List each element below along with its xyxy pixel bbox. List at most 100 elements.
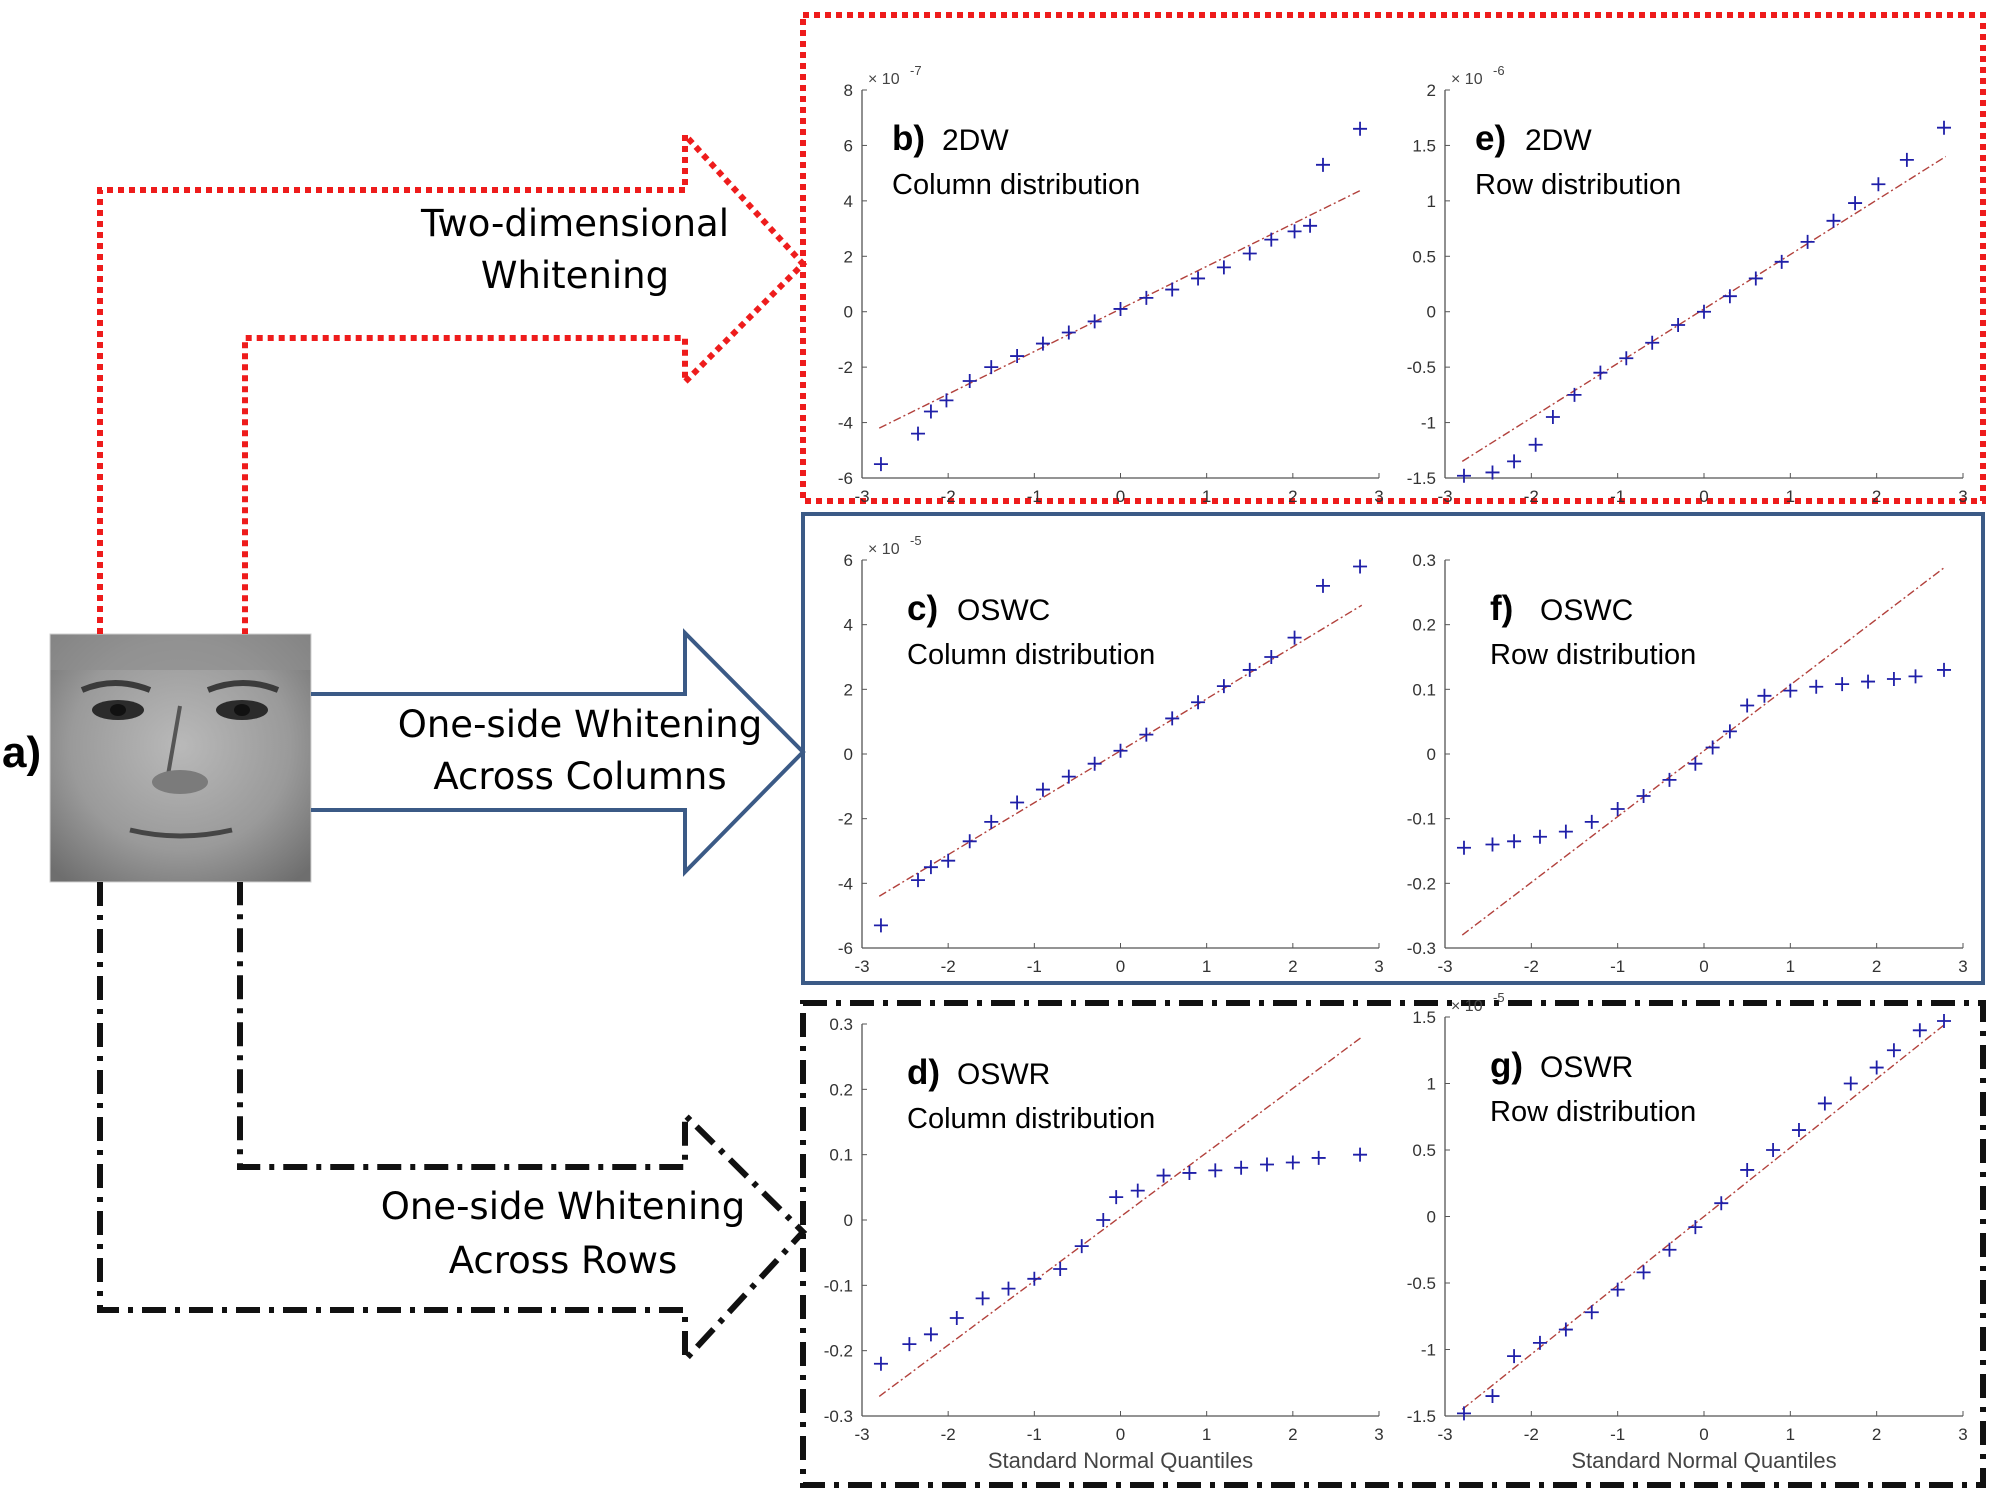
chart-c-exponent-power: -5: [910, 533, 922, 548]
chart-d-ytick-label: 0.3: [829, 1015, 853, 1034]
chart-f-ytick-label: 0.1: [1412, 680, 1436, 699]
face-image: [49, 633, 312, 883]
chart-b-data-point: [873, 457, 888, 472]
chart-f-xtick-label: 3: [1958, 957, 1967, 976]
chart-e-ytick-label: 1: [1427, 192, 1436, 211]
chart-c-data-point: [1264, 650, 1279, 664]
chart-f-xtick-label: -3: [1437, 957, 1452, 976]
chart-panel-e: -1.5 -1 -0.5 0 0.5 1 1.5 2 -3 -2 -1 0 1 2 3 × 10 -6 e) 2DW…: [1407, 63, 1968, 506]
chart-c-data-point: [1242, 662, 1257, 677]
chart-b-data-point: [1087, 314, 1102, 329]
chart-c-data-point: [1353, 559, 1368, 574]
chart-c-letter: c): [907, 589, 938, 628]
chart-d-data-point: [1096, 1213, 1111, 1227]
chart-f-data-point: [1908, 669, 1923, 684]
arrow-oswr-label-1: One-side Whitening: [381, 1185, 746, 1228]
chart-e-xtick-label: 1: [1786, 487, 1795, 506]
chart-f-data-point: [1456, 840, 1471, 855]
chart-d-data-point: [1130, 1183, 1145, 1198]
chart-e-xtick-label: -2: [1524, 487, 1539, 506]
chart-c-data-point: [941, 853, 956, 868]
chart-f-data-point: [1740, 698, 1755, 713]
chart-c-data-point: [1165, 711, 1180, 726]
chart-b-data-point: [1287, 224, 1302, 239]
chart-c-xtick-label: 2: [1288, 957, 1297, 976]
chart-c-ytick-label: -6: [838, 939, 853, 958]
chart-g-exponent: × 10: [1451, 998, 1483, 1015]
chart-c-data-point: [1191, 695, 1206, 710]
chart-g-xtick-label: 1: [1786, 1425, 1795, 1444]
chart-c-data-point: [1087, 756, 1102, 771]
chart-g-xtick-label: 2: [1872, 1425, 1881, 1444]
chart-e-data-point: [1567, 387, 1582, 402]
chart-f-data-point: [1809, 679, 1824, 694]
chart-e-xtick-label: 0: [1699, 487, 1708, 506]
chart-g-xtick-label: 3: [1958, 1425, 1967, 1444]
chart-d-ytick-label: 0.2: [829, 1080, 853, 1099]
chart-b-data-point: [1061, 325, 1076, 340]
chart-d-data-point: [1001, 1281, 1016, 1296]
chart-b-exponent-power: -7: [910, 63, 922, 78]
chart-b-data-point: [1010, 349, 1025, 364]
chart-d-method: OSWR: [957, 1058, 1050, 1091]
chart-c-xtick-label: 0: [1116, 957, 1125, 976]
chart-c-data-point: [962, 834, 977, 849]
chart-b-ytick-label: 8: [844, 81, 853, 100]
chart-d-ytick-label: -0.3: [824, 1407, 853, 1426]
chart-d-data-point: [1259, 1157, 1274, 1172]
chart-b-data-point: [1216, 260, 1231, 275]
chart-e-data-point: [1545, 410, 1560, 425]
chart-f-ytick-label: -0.3: [1407, 939, 1436, 958]
chart-e-letter: e): [1475, 119, 1506, 158]
arrow-oswc-label-1: One-side Whitening: [398, 703, 763, 746]
chart-g-xtick-label: 0: [1699, 1425, 1708, 1444]
chart-f-data-point: [1705, 740, 1720, 755]
chart-b-ytick-label: 2: [844, 247, 853, 266]
group-box-2dw: [800, 12, 1986, 504]
chart-c-data-point: [984, 814, 999, 829]
chart-g-method: OSWR: [1540, 1051, 1633, 1084]
chart-c-ytick-label: 6: [844, 551, 853, 570]
chart-d-data-point: [1053, 1262, 1068, 1276]
chart-f-data-point: [1937, 662, 1952, 677]
chart-g-letter: g): [1490, 1046, 1523, 1085]
chart-b-data-point: [1035, 336, 1050, 351]
chart-b-data-point: [1191, 271, 1206, 286]
chart-e-data-point: [1899, 152, 1914, 167]
chart-g-xtick-label: -3: [1437, 1425, 1452, 1444]
chart-b-data-point: [1165, 282, 1180, 297]
chart-f-data-point: [1485, 837, 1500, 852]
chart-d-letter: d): [907, 1053, 940, 1092]
chart-d-data-point: [1285, 1155, 1300, 1170]
chart-b-xtick-label: -3: [854, 487, 869, 506]
chart-d-ytick-label: -0.2: [824, 1342, 853, 1361]
chart-g-data-point: [1485, 1389, 1500, 1404]
chart-e-xtick-label: 3: [1958, 487, 1967, 506]
chart-d-xtick-label: 0: [1116, 1425, 1125, 1444]
chart-e-xtick-label: -1: [1610, 487, 1625, 506]
arrow-oswr: [97, 882, 808, 1368]
chart-c-ytick-label: -4: [838, 874, 853, 893]
chart-c-data-point: [1287, 630, 1302, 645]
chart-e-ytick-label: -0.5: [1407, 358, 1436, 377]
chart-e-data-point: [1937, 120, 1952, 135]
chart-g-data-point: [1688, 1220, 1703, 1235]
chart-f-reference-line: [1461, 565, 1947, 936]
chart-c-data-point: [1113, 743, 1128, 758]
chart-e-data-point: [1800, 234, 1815, 249]
chart-e-data-point: [1671, 318, 1686, 333]
chart-g-data-point: [1507, 1349, 1522, 1364]
chart-d-subtitle: Column distribution: [907, 1103, 1155, 1135]
chart-f-xtick-label: 2: [1872, 957, 1881, 976]
chart-g-data-point: [1791, 1123, 1806, 1138]
chart-d-data-point: [873, 1356, 888, 1371]
chart-b-xtick-label: -1: [1027, 487, 1042, 506]
chart-g-data-point: [1869, 1060, 1884, 1075]
chart-d-xtick-label: 3: [1374, 1425, 1383, 1444]
chart-e-method: 2DW: [1525, 124, 1592, 157]
chart-e-reference-line: [1461, 155, 1947, 462]
chart-f-data-point: [1584, 814, 1599, 829]
chart-f-method: OSWC: [1540, 594, 1633, 627]
chart-e-subtitle: Row distribution: [1475, 169, 1681, 201]
chart-f-data-point: [1558, 824, 1573, 839]
